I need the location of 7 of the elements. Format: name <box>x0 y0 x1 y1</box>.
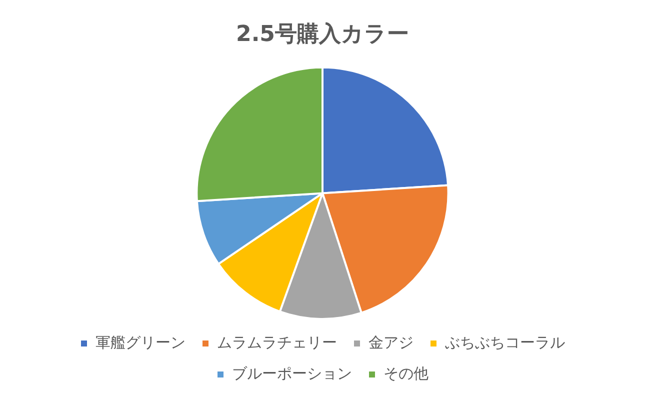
legend-label: 軍艦グリーン <box>96 333 186 352</box>
legend-label: ぶちぶちコーラル <box>445 333 565 352</box>
legend-label: その他 <box>384 364 428 382</box>
legend-label: 金アジ <box>368 333 414 352</box>
legend-label: ブルーポーション <box>232 364 352 382</box>
legend-label: ムラムラチェリー <box>217 333 337 352</box>
chart-title: 2.5号購入カラー <box>236 22 409 47</box>
